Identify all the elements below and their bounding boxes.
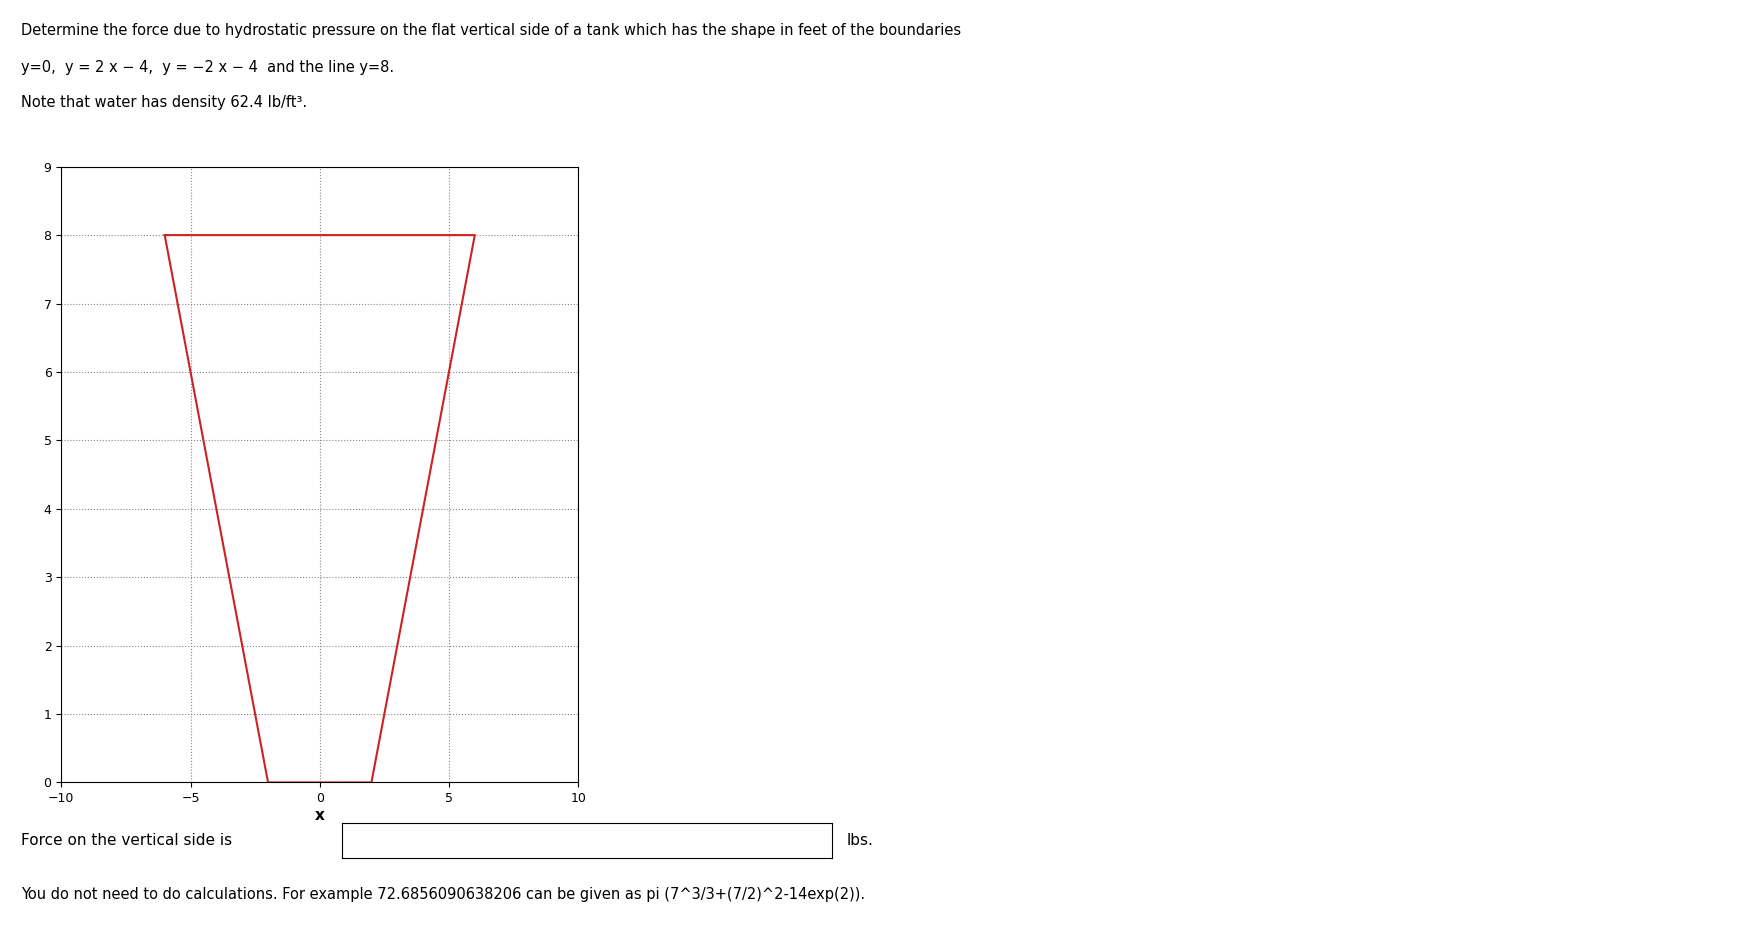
Text: Note that water has density 62.4 lb/ft³.: Note that water has density 62.4 lb/ft³. — [21, 95, 307, 110]
X-axis label: x: x — [315, 808, 324, 823]
Text: You do not need to do calculations. For example 72.6856090638206 can be given as: You do not need to do calculations. For … — [21, 887, 865, 902]
Text: Force on the vertical side is: Force on the vertical side is — [21, 833, 233, 848]
Text: Determine the force due to hydrostatic pressure on the flat vertical side of a t: Determine the force due to hydrostatic p… — [21, 23, 962, 38]
Text: lbs.: lbs. — [846, 833, 872, 848]
Text: y=0,  y = 2 x − 4,  y = −2 x − 4  and the line y=8.: y=0, y = 2 x − 4, y = −2 x − 4 and the l… — [21, 60, 394, 75]
